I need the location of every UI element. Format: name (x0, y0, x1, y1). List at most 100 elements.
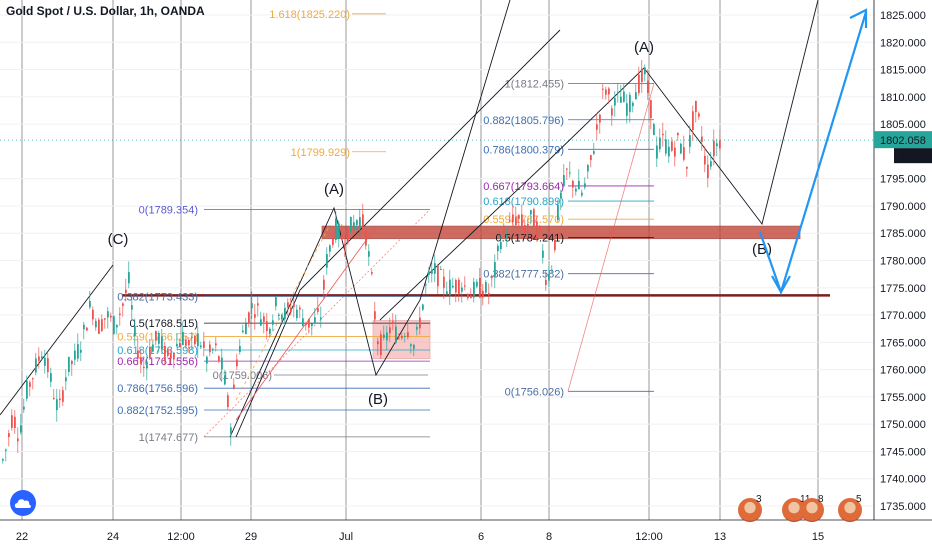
fib-trend-line (203, 209, 431, 438)
candle-body (179, 343, 181, 348)
candle-body (671, 141, 673, 151)
candle-body (221, 357, 223, 370)
tradingview-logo[interactable] (10, 490, 36, 516)
candle-body (596, 124, 598, 130)
candle-body (110, 315, 112, 318)
candle-body (614, 98, 616, 106)
candle-body (677, 132, 679, 136)
price-axis[interactable]: 1825.000 1820.000 1815.000 1810.000 1805.000… (873, 0, 932, 550)
candle-body (47, 358, 49, 373)
time-tick-label: 29 (245, 531, 257, 543)
candle-body (509, 220, 511, 222)
candle-body (515, 216, 517, 226)
fib-level-label: 0.882(1805.796) (483, 115, 564, 127)
candle-body (65, 377, 67, 382)
candle-body (689, 135, 691, 147)
candle-body (326, 254, 328, 268)
chart-grid (0, 0, 874, 520)
candle-body (467, 294, 469, 299)
candle-body (488, 293, 490, 296)
elliott-wave-line (379, 0, 819, 321)
candle-body (341, 234, 343, 240)
candle-body (491, 275, 493, 279)
time-tick-label: 8 (546, 531, 552, 543)
elliott-wave-line (235, 29, 561, 438)
candle-body (572, 180, 574, 188)
countdown-tag (894, 148, 932, 164)
time-tick-label: 24 (107, 531, 119, 543)
candle-body (584, 183, 586, 188)
candle-body (680, 143, 682, 154)
candle-body (623, 91, 625, 102)
candle-body (146, 361, 148, 369)
fib-level-label: 0.382(1773.433) (117, 291, 198, 303)
candle-body (563, 175, 565, 186)
candle-body (377, 341, 379, 345)
candle-body (344, 243, 346, 247)
time-tick-label: 22 (16, 531, 28, 543)
candle-body (410, 344, 412, 347)
candle-body (131, 305, 133, 310)
current-price-label: 1802.058 (880, 135, 926, 147)
candle-body (452, 285, 454, 288)
candle-body (461, 287, 463, 292)
candle-body (629, 94, 631, 112)
candle-body (242, 330, 244, 333)
candle-body (269, 328, 271, 334)
candle-body (443, 276, 445, 288)
candle-body (248, 312, 250, 324)
candle-body (713, 140, 715, 157)
candle-body (719, 140, 721, 149)
candle-body (305, 322, 307, 326)
fib-level-label: 0.667(1793.664) (483, 181, 564, 193)
fib-level-label: 0.618(1790.899) (483, 196, 564, 208)
candle-body (197, 333, 199, 347)
candle-body (80, 349, 82, 353)
fib-level-label: 0.786(1800.379) (483, 144, 564, 156)
candle-body (92, 309, 94, 320)
candle-body (569, 172, 571, 174)
candle-body (683, 147, 685, 160)
time-axis[interactable]: 22 24 12:00 29 Jul 6 8 12:00 13 15 (0, 519, 932, 550)
candle-body (233, 384, 235, 389)
price-tick-label: 1810.000 (880, 92, 926, 104)
candle-body (164, 346, 166, 361)
candle-body (536, 221, 538, 239)
candle-body (137, 350, 139, 359)
wave-lines: (C)(A)(B)(A)(B) (0, 0, 819, 438)
candle-body (257, 303, 259, 306)
fib-level-label: 1(1747.677) (139, 432, 198, 444)
candle-body (107, 311, 109, 318)
candle-body (350, 216, 352, 233)
candle-body (284, 308, 286, 320)
candle-body (68, 356, 70, 372)
candle-body (227, 395, 229, 408)
time-tick-label: 15 (812, 531, 824, 543)
time-tick-label: 13 (714, 531, 726, 543)
candle-body (353, 222, 355, 230)
candle-body (692, 111, 694, 131)
current-price-tag (874, 131, 932, 149)
candle-body (473, 281, 475, 298)
candle-body (632, 102, 634, 107)
candle-body (278, 314, 280, 317)
candle-body (338, 223, 340, 239)
fib-level-label: 0.382(1777.582) (483, 269, 564, 281)
candle-body (695, 100, 697, 113)
candle-body (530, 210, 532, 215)
candle-body (647, 80, 649, 93)
candle-body (371, 272, 373, 274)
candle-body (38, 356, 40, 361)
price-tick-label: 1780.000 (880, 256, 926, 268)
time-tick-label: 12:00 (635, 531, 663, 543)
candle-body (407, 332, 409, 338)
candle-body (662, 133, 664, 136)
candle-body (41, 356, 43, 359)
candle-body (359, 217, 361, 229)
candle-body (215, 343, 217, 346)
candle-body (134, 326, 136, 336)
candle-body (311, 323, 313, 327)
candle-body (335, 218, 337, 240)
candle-body (251, 303, 253, 309)
